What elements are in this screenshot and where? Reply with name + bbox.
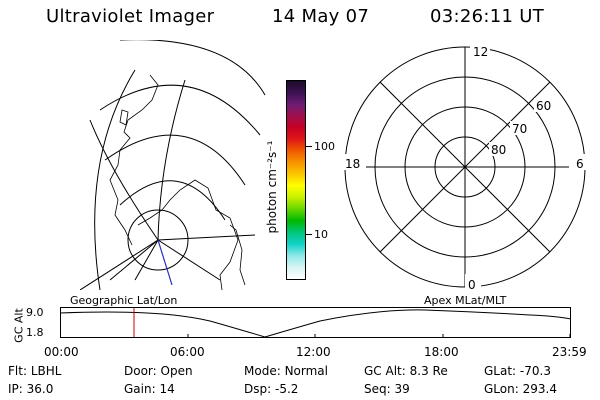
colorbar-tick-label-10: 10: [314, 228, 328, 241]
colorbar-gradient: [287, 81, 305, 279]
time-label: 03:26:11 UT: [430, 6, 545, 27]
info-glon-key: GLon:: [484, 382, 519, 396]
info-seq: Seq: 39: [364, 382, 410, 396]
strip-y-axis-label: GC Alt: [12, 308, 26, 343]
limb-curve: [94, 69, 136, 290]
info-seq-key: Seq:: [364, 382, 391, 396]
x-tick-label-0600: 06:00: [170, 345, 205, 359]
x-tick-label-1200: 12:00: [296, 345, 331, 359]
info-gain: Gain: 14: [124, 382, 175, 396]
colorbar: [286, 80, 306, 280]
colorbar-tick-10: [306, 234, 312, 235]
strip-y-tick-high: 9.0: [26, 306, 44, 319]
coastline-islands: [119, 109, 129, 126]
info-door-value: Open: [160, 364, 193, 378]
info-door-key: Door:: [124, 364, 157, 378]
info-gc-alt: GC Alt: 8.3 Re: [364, 364, 448, 378]
meridian-6: [89, 119, 159, 241]
info-glat-value: -70.3: [519, 364, 551, 378]
info-mode-value: Normal: [284, 364, 328, 378]
info-glat: GLat: -70.3: [484, 364, 551, 378]
strip-right-label: Apex MLat/MLT: [424, 294, 507, 307]
instrument-title: Ultraviolet Imager: [46, 6, 215, 27]
geographic-map: [80, 40, 266, 290]
meridian-4: [134, 239, 159, 281]
strip-y-tick-low: 1.8: [26, 326, 44, 339]
info-gc-alt-key: GC Alt:: [364, 364, 406, 378]
x-tick-label-2359: 23:59: [552, 345, 587, 359]
colorbar-tick-100: [306, 146, 312, 147]
mlt-label-0: 0: [468, 278, 476, 292]
meridian-2: [157, 234, 256, 241]
lat-arc-1: [120, 40, 266, 96]
coastline-south-america: [109, 74, 159, 246]
polar-plot: 12 18 6 0 60 70 80: [340, 44, 590, 292]
mlt-label-18: 18: [345, 157, 360, 171]
meridian-1: [80, 239, 159, 290]
colorbar-tick-label-100: 100: [314, 140, 335, 153]
meridian-3: [157, 239, 221, 281]
info-gain-key: Gain:: [124, 382, 156, 396]
info-flt-value: LBHL: [30, 364, 62, 378]
info-glon: GLon: 293.4: [484, 382, 557, 396]
polar-diagonal-2: [379, 81, 551, 253]
meridian-5: [157, 79, 186, 241]
lat-arc-2: [99, 84, 261, 136]
lat-label-70: 70: [512, 122, 527, 136]
meridian-7: [109, 239, 159, 281]
lat-arc-3: [104, 134, 246, 186]
info-flt-key: Flt:: [8, 364, 27, 378]
lat-label-80: 80: [491, 143, 506, 157]
altitude-curve: [60, 309, 572, 338]
info-gain-value: 14: [159, 382, 175, 396]
colorbar-unit-label: photon cm⁻²s⁻¹: [265, 140, 279, 234]
info-ip: IP: 36.0: [8, 382, 53, 396]
info-ip-value: 36.0: [26, 382, 54, 396]
info-ip-key: IP:: [8, 382, 23, 396]
date-label: 14 May 07: [272, 6, 370, 27]
spacecraft-track: [157, 239, 173, 286]
strip-left-label: Geographic Lat/Lon: [70, 294, 178, 307]
coastline-east: [229, 224, 246, 286]
x-tick-label-0000: 00:00: [44, 345, 79, 359]
info-dsp: Dsp: -5.2: [244, 382, 298, 396]
info-flt: Flt: LBHL: [8, 364, 61, 378]
info-glat-key: GLat:: [484, 364, 517, 378]
info-glon-value: 293.4: [522, 382, 557, 396]
info-mode-key: Mode:: [244, 364, 281, 378]
mlt-label-12: 12: [473, 45, 488, 59]
pole-circle: [127, 209, 189, 271]
info-seq-value: 39: [394, 382, 410, 396]
info-gc-alt-value: 8.3 Re: [409, 364, 448, 378]
altitude-strip: [60, 307, 572, 338]
coastline-antarctic-peninsula: [137, 179, 239, 290]
info-dsp-value: -5.2: [274, 382, 299, 396]
info-mode: Mode: Normal: [244, 364, 328, 378]
info-door: Door: Open: [124, 364, 193, 378]
mlt-label-6: 6: [576, 157, 584, 171]
info-dsp-key: Dsp:: [244, 382, 272, 396]
x-tick-label-1800: 18:00: [424, 345, 459, 359]
lat-label-60: 60: [536, 99, 551, 113]
